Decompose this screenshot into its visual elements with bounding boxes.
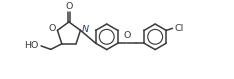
Text: O: O [123,31,131,40]
Text: O: O [48,24,56,33]
Text: N: N [81,25,88,34]
Text: O: O [65,2,73,11]
Text: Cl: Cl [174,24,183,33]
Text: HO: HO [25,41,39,50]
